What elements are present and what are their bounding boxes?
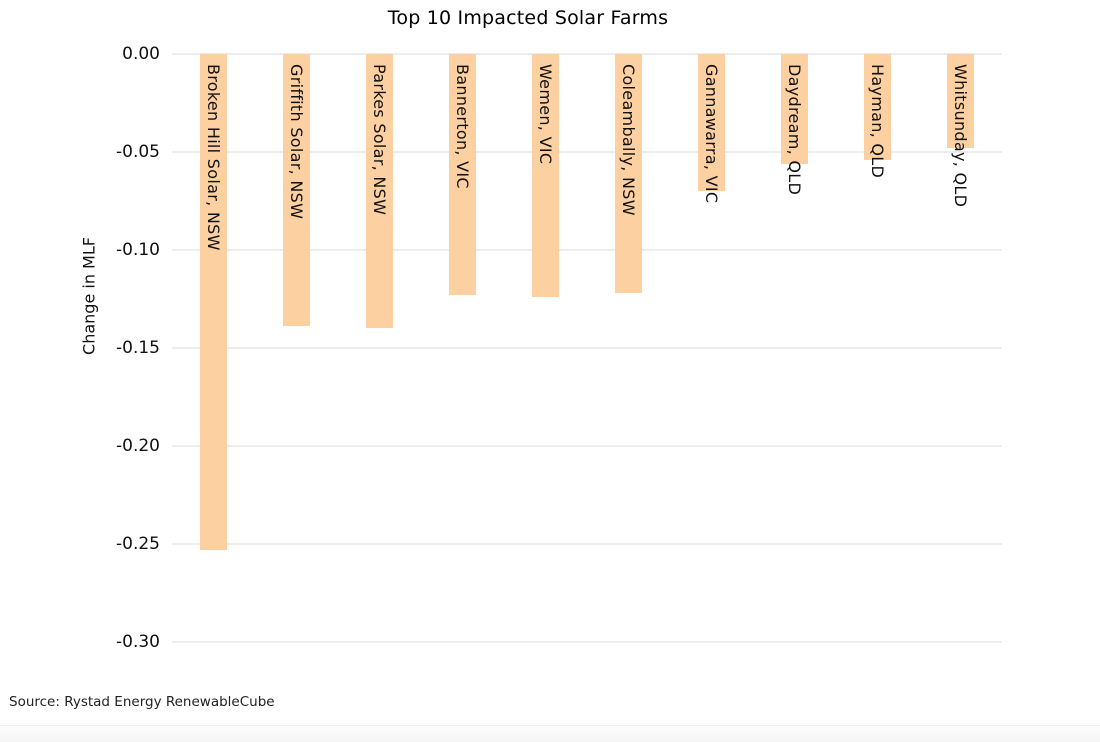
gridline [172,53,1002,55]
bar-category-label: Bannerton, VIC [449,54,476,189]
y-tick-label: -0.05 [116,142,160,162]
y-tick-label: 0.00 [122,44,160,64]
y-tick-label: -0.30 [116,632,160,652]
gridline [172,445,1002,447]
bar-category-label: Gannawarra, VIC [698,54,725,203]
bar-category-label: Griffith Solar, NSW [283,54,310,219]
gridline [172,543,1002,545]
bar [200,54,227,550]
bar-category-label: Daydream, QLD [781,54,808,195]
bar-category-label-text: Parkes Solar, NSW [370,64,389,216]
bar-category-label-text: Whitsunday, QLD [951,64,970,208]
bar [532,54,559,298]
bar-category-label-text: Daydream, QLD [785,64,804,196]
chart-title: Top 10 Impacted Solar Farms [387,7,669,29]
bar [615,54,642,294]
bar-category-label: Coleambally, NSW [615,54,642,216]
source-note: Source: Rystad Energy RenewableCube [9,694,275,710]
bar-category-label: Parkes Solar, NSW [366,54,393,215]
plot-area: Broken Hill Solar, NSW Griffith Solar, NS… [172,53,1002,664]
bar-category-label-text: Griffith Solar, NSW [287,64,306,220]
bar-category-label: Whitsunday, QLD [947,54,974,207]
y-tick-label: -0.25 [116,534,160,554]
bar-category-label-text: Coleambally, NSW [619,64,638,216]
bar-category-label-text: Wemen, VIC [536,64,555,165]
y-tick-label: -0.10 [116,240,160,260]
bar [283,54,310,327]
bar-category-label-text: Broken Hill Solar, NSW [204,64,223,251]
y-tick-label: -0.15 [116,338,160,358]
bar [698,54,725,192]
bar [449,54,476,296]
y-axis-ticks: 0.00 -0.05 -0.10 -0.15 -0.20 -0.25 -0.30 [0,0,160,742]
y-tick-label: -0.20 [116,436,160,456]
gridline [172,347,1002,349]
bar [864,54,891,160]
bar-category-label-text: Bannerton, VIC [453,64,472,189]
bar [947,54,974,149]
gridline [172,151,1002,153]
gridline [172,249,1002,251]
bar-category-label: Wemen, VIC [532,54,559,164]
gridline [172,641,1002,643]
bar [781,54,808,164]
bar-category-label-text: Hayman, QLD [868,64,887,179]
bar-category-label-text: Gannawarra, VIC [702,64,721,204]
bar-category-label: Broken Hill Solar, NSW [200,54,227,251]
bar [366,54,393,329]
window-bottom-strip [0,725,1100,742]
bar-category-label: Hayman, QLD [864,54,891,178]
